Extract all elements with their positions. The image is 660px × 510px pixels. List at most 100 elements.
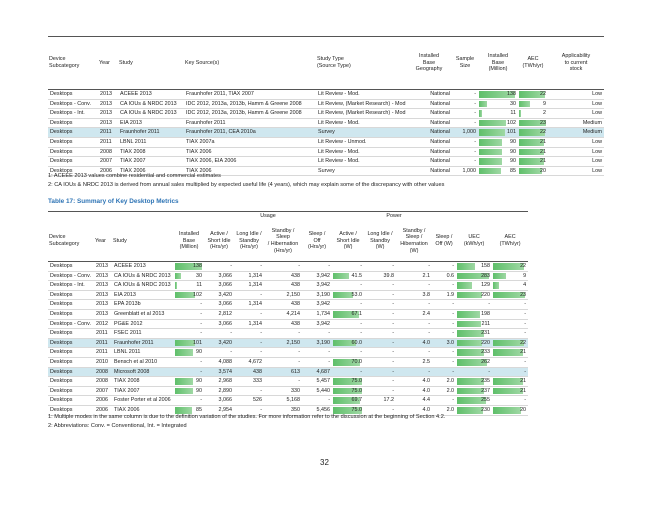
table-cell: -	[364, 299, 397, 310]
cell-text: Greenblatt et al 2013	[114, 310, 165, 317]
table-cell: 2.1	[396, 271, 433, 282]
table-cell: 2.0	[432, 386, 457, 397]
data-bar	[333, 272, 349, 280]
table-cell: -	[234, 309, 264, 320]
table-cell: -	[452, 89, 478, 100]
table-cell: -	[174, 357, 204, 368]
cell-text: 4,214	[286, 310, 301, 317]
cell-text: Desktops	[50, 158, 73, 165]
cell-text: 90	[510, 148, 516, 155]
table-cell: Desktops - Int.	[48, 280, 94, 291]
table-cell: Medium	[548, 118, 604, 129]
cell-text: -	[474, 110, 476, 117]
data-bar	[519, 167, 543, 175]
table-cell: Survey	[316, 127, 406, 138]
cell-text: Desktops	[50, 129, 73, 136]
footnote: 1: ACEEE 2013 values combine residential…	[48, 173, 221, 179]
table-row: Desktops - Int. 2013 CA IOUs & NRDC 2013 ID…	[48, 108, 604, 119]
cell-text: 75.0	[351, 406, 363, 413]
table-cell: 2012	[94, 319, 112, 330]
cell-text: Desktops	[50, 91, 73, 97]
table-cell: -	[432, 280, 457, 291]
table-cell: 237	[456, 386, 493, 397]
table-cell: -	[234, 328, 264, 339]
cell-text: -	[360, 320, 363, 327]
cell-text: -	[452, 301, 455, 308]
cell-text: 5,440	[316, 387, 331, 394]
cell-text: 2.5	[422, 358, 431, 365]
cell-text: 4,088	[218, 358, 233, 365]
table-cell: 75.0	[332, 405, 365, 416]
cell-text: -	[428, 301, 431, 308]
table-cell: Low	[548, 108, 604, 119]
table-cell: 230	[456, 405, 493, 416]
table-cell: 67.1	[332, 309, 365, 320]
table-cell: Lit Review - Mod.	[316, 147, 406, 158]
cell-text: 102	[507, 119, 516, 126]
data-bar	[457, 263, 476, 270]
cell-text: Desktops	[50, 291, 73, 298]
table-cell: -	[452, 118, 478, 129]
cell-text: -	[230, 263, 232, 269]
table-cell: 20	[518, 166, 548, 177]
table-cell: -	[432, 347, 457, 358]
cell-text: 69.7	[351, 397, 363, 404]
cell-text: -	[452, 368, 455, 375]
cell-text: 2.4	[422, 310, 431, 317]
cell-text: 2013	[100, 119, 112, 126]
cell-text: -	[428, 330, 431, 337]
table-cell: Desktops	[48, 147, 98, 158]
data-bar	[479, 167, 502, 175]
data-bar	[333, 378, 362, 385]
data-bar	[457, 358, 488, 366]
table-cell: 2013	[94, 309, 112, 320]
table-cell: -	[264, 328, 302, 339]
cell-text: 101	[507, 129, 516, 136]
table-cell: Desktops	[48, 118, 98, 129]
cell-text: -	[260, 406, 262, 413]
table-cell: -	[432, 328, 457, 339]
table-cell: -	[364, 405, 397, 416]
cell-text: PG&E 2012	[114, 320, 143, 327]
table-cell: -	[492, 367, 529, 378]
cell-text: -	[200, 368, 202, 375]
column-header: AEC (TWh/yr)	[492, 221, 529, 262]
column-header: Installed Base (Million)	[478, 36, 518, 90]
table-cell: -	[234, 347, 264, 358]
cell-text: 2,954	[218, 406, 233, 413]
cell-text: -	[452, 263, 455, 269]
data-bar	[479, 158, 503, 165]
cell-text: 330	[291, 387, 300, 394]
data-bar	[457, 320, 482, 328]
cell-text: Lit Review, (Market Research) - Mod.	[318, 110, 406, 117]
table-cell: -	[364, 386, 397, 397]
data-bar	[457, 406, 484, 414]
cell-text: 526	[253, 397, 262, 404]
table-cell: -	[396, 319, 433, 330]
table-cell: Low	[548, 156, 604, 167]
cell-text: 3,190	[316, 339, 331, 346]
table-cell: 233	[456, 347, 493, 358]
cell-text: -	[488, 301, 491, 308]
cell-text: -	[452, 320, 455, 327]
table-cell: 211	[456, 319, 493, 330]
cell-text: 2013	[96, 263, 108, 269]
cell-text: 2013	[100, 91, 112, 97]
table-cell: 2.0	[432, 376, 457, 387]
cell-text: 220	[481, 291, 491, 298]
cell-text: 1,314	[248, 282, 263, 289]
table-cell: -	[174, 299, 204, 310]
cell-text: Desktops	[50, 119, 73, 126]
table-cell: TIAX 2006	[112, 405, 174, 416]
table-cell: 4,214	[264, 309, 302, 320]
column-header: Device Subcategory	[48, 221, 94, 262]
table-cell: -	[364, 290, 397, 301]
cell-text: 129	[481, 282, 491, 289]
cell-text: 613	[291, 368, 300, 375]
footnote: 2: CA IOUs & NRDC 2013 is derived from a…	[48, 182, 445, 188]
cell-text: 1,314	[248, 272, 263, 279]
table-cell: PG&E 2012	[112, 319, 174, 330]
table-cell: Microsoft 2008	[112, 367, 174, 378]
cell-text: Desktops	[50, 330, 73, 337]
table-cell: 2,150	[264, 290, 302, 301]
